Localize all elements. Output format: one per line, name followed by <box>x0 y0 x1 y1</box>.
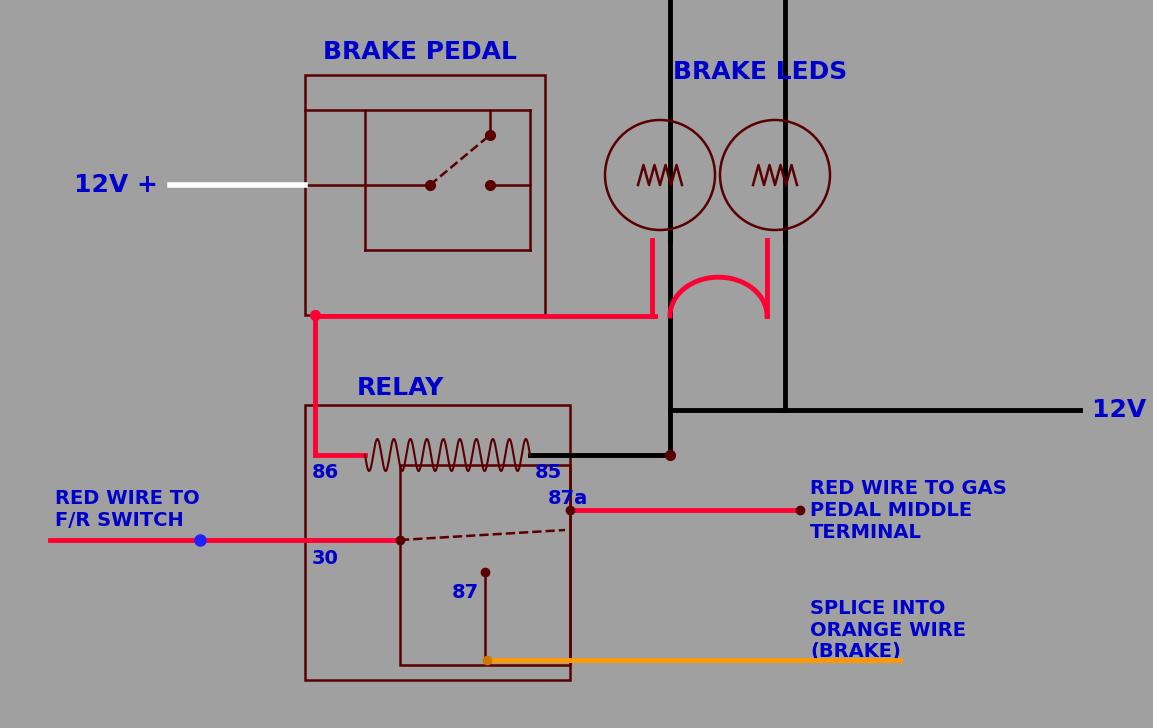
Text: 86: 86 <box>311 462 339 481</box>
Bar <box>306 405 570 680</box>
Bar <box>306 75 545 315</box>
Text: RED WIRE TO GAS
PEDAL MIDDLE
TERMINAL: RED WIRE TO GAS PEDAL MIDDLE TERMINAL <box>811 478 1007 542</box>
Bar <box>400 465 570 665</box>
Text: 30: 30 <box>311 548 339 568</box>
Text: RELAY: RELAY <box>356 376 444 400</box>
Text: RED WIRE TO
F/R SWITCH: RED WIRE TO F/R SWITCH <box>55 489 199 531</box>
Text: 12V +: 12V + <box>74 173 158 197</box>
Text: 87a: 87a <box>548 488 588 507</box>
Text: 87: 87 <box>452 582 478 601</box>
Text: 85: 85 <box>534 462 562 481</box>
Text: BRAKE LEDS: BRAKE LEDS <box>673 60 847 84</box>
Text: 12V -: 12V - <box>1092 398 1153 422</box>
Text: BRAKE PEDAL: BRAKE PEDAL <box>323 40 517 64</box>
Text: SPLICE INTO
ORANGE WIRE
(BRAKE): SPLICE INTO ORANGE WIRE (BRAKE) <box>811 598 966 662</box>
